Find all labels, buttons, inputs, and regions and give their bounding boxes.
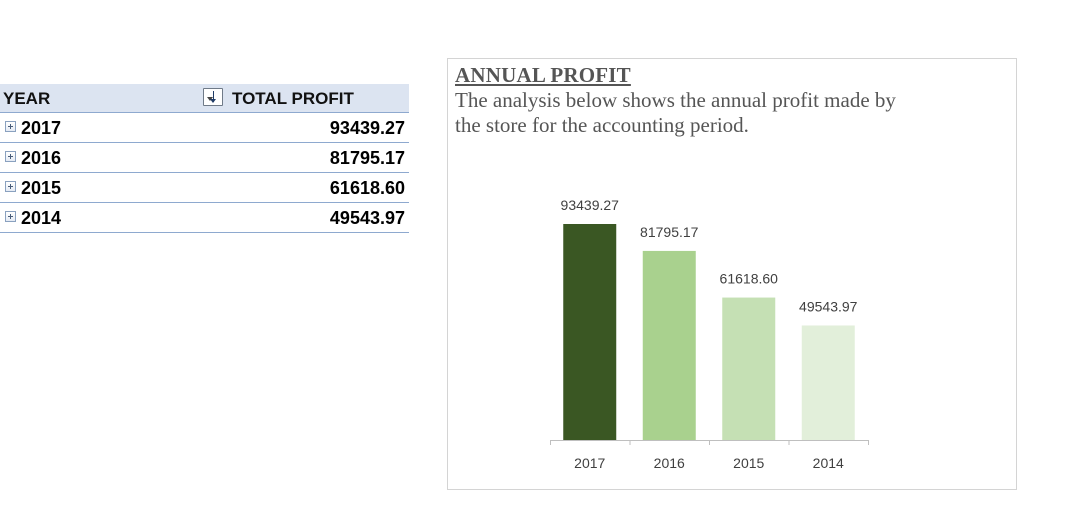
expand-plus-icon[interactable] xyxy=(5,121,16,132)
expand-plus-icon[interactable] xyxy=(5,211,16,222)
bar-2014[interactable] xyxy=(801,325,855,440)
category-label-2016: 2016 xyxy=(654,455,685,471)
data-label-2015: 61618.60 xyxy=(720,271,779,287)
data-label-2014: 49543.97 xyxy=(799,298,858,314)
row-year-label[interactable]: 2017 xyxy=(21,118,62,138)
pivot-row-2017: 2017 93439.27 xyxy=(0,113,409,143)
total-profit-column-header[interactable]: TOTAL PROFIT xyxy=(232,89,354,108)
data-label-2016: 81795.17 xyxy=(640,224,699,240)
pivot-table: YEAR TOTAL PROFIT 2017 93439.27 2016 817… xyxy=(0,84,409,233)
bar-2017[interactable] xyxy=(563,224,617,440)
category-label-2015: 2015 xyxy=(733,455,764,471)
annual-profit-bar-chart[interactable]: 93439.27 2017 81795.17 2016 61618.60 2015 4954… xyxy=(448,59,1016,489)
row-year-label[interactable]: 2016 xyxy=(21,148,62,168)
row-year-label[interactable]: 2015 xyxy=(21,178,62,198)
chart-panel[interactable]: 93439.27 2017 81795.17 2016 61618.60 2015 4954… xyxy=(447,58,1017,490)
expand-plus-icon[interactable] xyxy=(5,181,16,192)
sort-filter-dropdown-button[interactable] xyxy=(203,88,223,106)
chart-description: The analysis below shows the annual prof… xyxy=(455,88,896,137)
pivot-row-2015: 2015 61618.60 xyxy=(0,173,409,203)
pivot-row-2014: 2014 49543.97 xyxy=(0,203,409,233)
year-column-header[interactable]: YEAR xyxy=(3,89,51,108)
row-profit-value[interactable]: 49543.97 xyxy=(329,208,405,228)
expand-plus-icon[interactable] xyxy=(5,151,16,162)
bar-2015[interactable] xyxy=(722,297,776,440)
row-profit-value[interactable]: 93439.27 xyxy=(329,118,405,138)
sort-descending-icon xyxy=(210,91,216,103)
row-profit-value[interactable]: 61618.60 xyxy=(329,178,405,198)
category-label-2014: 2014 xyxy=(813,455,844,471)
pivot-row-2016: 2016 81795.17 xyxy=(0,143,409,173)
data-label-2017: 93439.27 xyxy=(561,197,620,213)
chart-title: ANNUAL PROFIT xyxy=(455,63,631,87)
row-profit-value[interactable]: 81795.17 xyxy=(329,148,405,168)
category-label-2017: 2017 xyxy=(574,455,605,471)
pivot-header-row: YEAR TOTAL PROFIT xyxy=(0,84,409,113)
bar-2016[interactable] xyxy=(642,250,696,440)
row-year-label[interactable]: 2014 xyxy=(21,208,62,228)
